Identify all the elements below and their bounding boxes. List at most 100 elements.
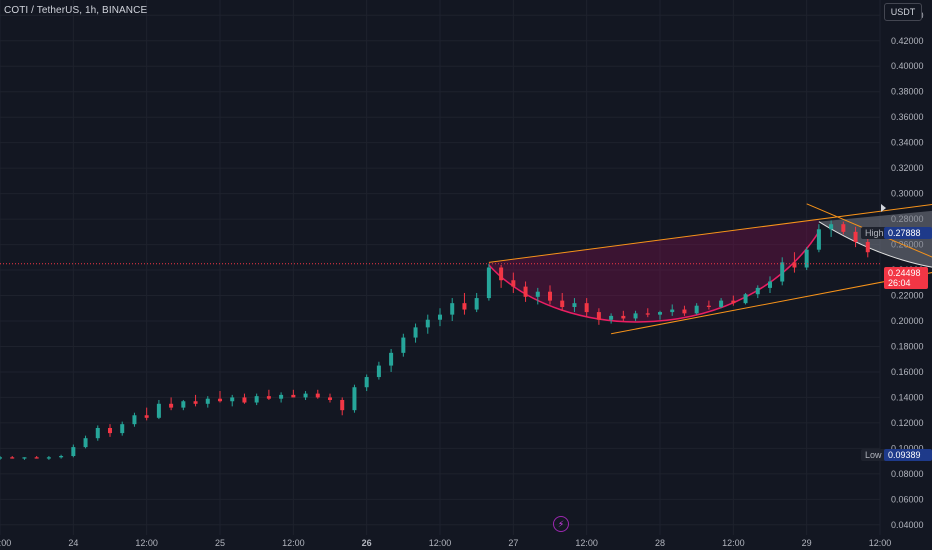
candle-body [401,337,406,353]
channel-upper-line [488,203,932,263]
candle-body [816,229,821,250]
candle-body [169,403,174,408]
y-tick-label: 0.34000 [891,138,924,148]
candle-body [645,313,650,315]
candle-body [205,398,210,404]
candle-body [804,249,809,268]
candle-body [291,394,296,398]
candle-body [352,387,357,411]
last-price-tag: 0.24498 26:04 [884,267,928,289]
candle-body [181,401,186,408]
candle-body [548,291,552,301]
candle-body [474,298,479,310]
candle-body [95,428,100,439]
candle-body [46,457,51,459]
x-tick-label: 12:00 [282,538,305,548]
candle-body [156,403,161,418]
candle-body [535,291,540,297]
candle-body [364,377,369,388]
y-tick-label: 0.32000 [891,163,924,173]
x-tick-label: 25 [215,538,225,548]
candle-body [658,312,662,315]
y-tick-label: 0.12000 [891,418,924,428]
candle-body [462,303,467,310]
lightning-icon[interactable]: ⚡ [553,516,569,532]
projection-trend-line [806,203,932,258]
candle-body [120,424,125,434]
candle-body [59,456,64,458]
candle-body [694,305,699,314]
y-tick-label: 0.08000 [891,469,924,479]
candle-body [731,300,736,304]
candle-body [841,224,846,232]
x-tick-label: 28 [655,538,665,548]
channel-lower-line [611,272,932,335]
x-tick-label: 27 [508,538,518,548]
candle-body [682,309,687,314]
x-tick-label: 12:00 [135,538,158,548]
symbol-title[interactable]: COTI / TetherUS, 1h, BINANCE [4,5,148,16]
y-tick-label: 0.20000 [891,316,924,326]
candle-body [279,394,284,399]
y-tick-label: 0.22000 [891,291,924,301]
y-tick-label: 0.06000 [891,494,924,504]
candle-body [340,399,345,411]
candle-body [670,309,675,313]
candle-body [743,294,748,304]
y-tick-label: 0.04000 [891,520,924,530]
candle-body [254,396,259,403]
candle-body [83,438,88,448]
y-tick-label: 0.40000 [891,61,924,71]
high-label: High [861,227,888,239]
projection-curve [818,221,932,268]
candle-body [865,242,870,253]
low-value: 0.09389 [884,449,932,461]
x-tick-label: 29 [802,538,812,548]
candle-body [34,457,39,459]
countdown-timer: 26:04 [888,278,911,288]
x-tick-label: 12:00 [575,538,598,548]
candle-body [144,415,149,418]
candle-body [792,262,797,268]
candle-body [218,398,222,402]
currency-button[interactable]: USDT [884,3,922,21]
candle-body [413,327,418,338]
candle-body [328,397,332,400]
high-value: 0.27888 [884,227,932,239]
y-tick-label: 0.36000 [891,112,924,122]
candle-body [511,280,516,287]
y-tick-label: 0.30000 [891,189,924,199]
y-tick-label: 0.10000 [891,443,924,453]
candle-body [853,231,858,243]
candle-body [621,315,626,319]
candle-body [609,315,614,320]
y-tick-label: 0.16000 [891,367,924,377]
candle-body [389,352,394,366]
y-tick-label: 0.14000 [891,392,924,402]
candle-body [266,396,271,399]
cup-fill [488,219,819,322]
candle-body [829,224,834,230]
candle-body [719,300,724,307]
candle-body [132,415,137,425]
candle-body [596,312,601,320]
candle-body [0,457,2,459]
candle-body [315,393,320,398]
candle-body [584,303,589,313]
candle-body [303,393,308,398]
candle-body [22,457,27,459]
y-tick-label: 0.42000 [891,36,924,46]
last-price-value: 0.24498 [888,268,921,278]
candle-body [633,313,638,319]
low-label: Low [861,449,886,461]
candle-body [706,305,711,307]
scale-pointer-icon [881,204,886,212]
candle-body [425,319,430,328]
candle-body [71,447,76,457]
candle-body [499,267,504,281]
x-tick-label: 12:00 [429,538,452,548]
x-tick-label: 12:00 [869,538,892,548]
